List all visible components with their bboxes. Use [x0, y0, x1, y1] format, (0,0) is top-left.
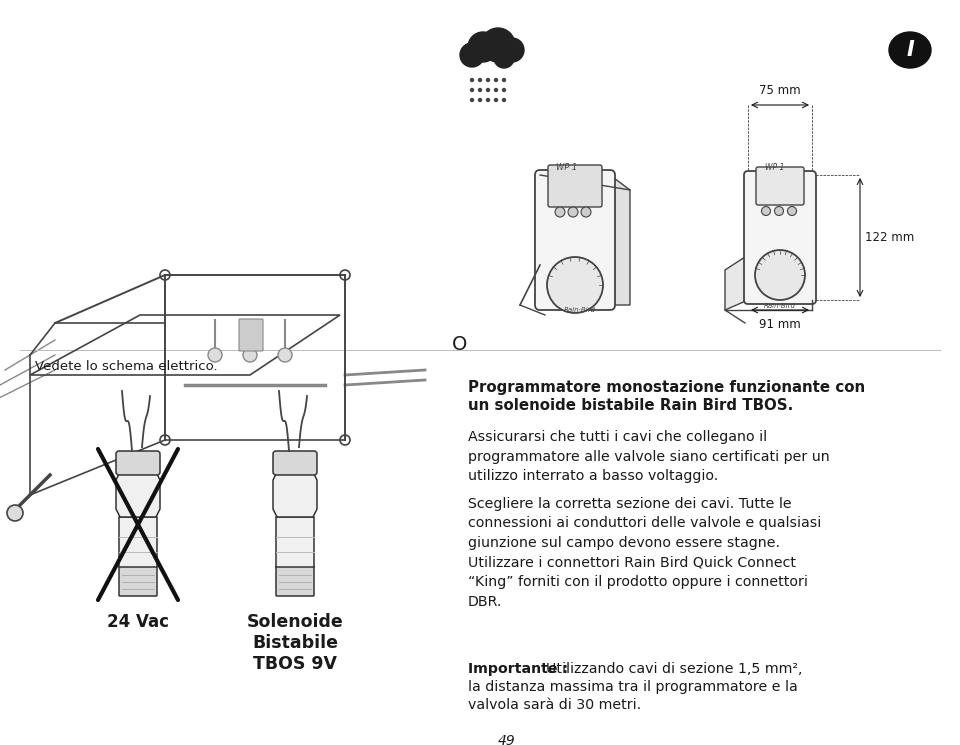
Polygon shape [610, 175, 630, 305]
Circle shape [278, 348, 292, 362]
Text: valvola sarà di 30 metri.: valvola sarà di 30 metri. [468, 698, 641, 712]
Text: O: O [452, 335, 468, 355]
Circle shape [487, 98, 490, 101]
Polygon shape [273, 472, 317, 517]
Circle shape [494, 98, 497, 101]
Circle shape [340, 435, 350, 445]
Text: 91 mm: 91 mm [759, 318, 801, 331]
Circle shape [487, 89, 490, 92]
Circle shape [470, 78, 473, 81]
Circle shape [494, 48, 514, 68]
Circle shape [555, 207, 565, 217]
Text: Importante :: Importante : [468, 662, 573, 676]
Circle shape [787, 206, 797, 215]
Bar [119, 517, 157, 567]
Circle shape [494, 78, 497, 81]
Circle shape [7, 505, 23, 521]
Text: WP 1: WP 1 [765, 163, 784, 173]
Polygon shape [725, 255, 748, 310]
FancyBboxPatch shape [744, 171, 816, 304]
Circle shape [481, 28, 515, 62]
Circle shape [470, 98, 473, 101]
Circle shape [775, 206, 783, 215]
Circle shape [468, 32, 498, 62]
Circle shape [160, 435, 170, 445]
Text: la distanza massima tra il programmatore e la: la distanza massima tra il programmatore… [468, 680, 798, 694]
Text: Solenoide
Bistabile
TBOS 9V: Solenoide Bistabile TBOS 9V [247, 613, 344, 673]
Text: un solenoide bistabile Rain Bird TBOS.: un solenoide bistabile Rain Bird TBOS. [468, 398, 793, 413]
Text: 75 mm: 75 mm [759, 84, 801, 97]
Text: 24 Vac: 24 Vac [107, 613, 169, 631]
Circle shape [340, 270, 350, 280]
Circle shape [547, 257, 603, 313]
Text: I: I [906, 40, 914, 60]
Text: 122 mm: 122 mm [865, 231, 914, 244]
Ellipse shape [889, 32, 931, 68]
FancyBboxPatch shape [756, 167, 804, 205]
Circle shape [478, 98, 482, 101]
Text: WP 1: WP 1 [557, 162, 578, 171]
Circle shape [502, 78, 506, 81]
Circle shape [243, 348, 257, 362]
Circle shape [581, 207, 591, 217]
FancyBboxPatch shape [535, 170, 615, 310]
Circle shape [208, 348, 222, 362]
Circle shape [478, 89, 482, 92]
Circle shape [487, 78, 490, 81]
Text: Vedete lo schema elettrico.: Vedete lo schema elettrico. [35, 360, 218, 373]
Text: 49: 49 [498, 734, 516, 745]
Bar [276, 517, 314, 567]
Text: Rain·Bird: Rain·Bird [564, 307, 596, 313]
Polygon shape [116, 472, 160, 517]
Circle shape [160, 270, 170, 280]
Text: Utilizzando cavi di sezione 1,5 mm²,: Utilizzando cavi di sezione 1,5 mm², [546, 662, 803, 676]
FancyBboxPatch shape [548, 165, 602, 207]
FancyBboxPatch shape [276, 566, 314, 596]
FancyBboxPatch shape [116, 451, 160, 475]
Circle shape [502, 98, 506, 101]
Circle shape [494, 89, 497, 92]
Text: Rain·Bird: Rain·Bird [764, 303, 796, 309]
FancyBboxPatch shape [119, 566, 157, 596]
Circle shape [478, 78, 482, 81]
Circle shape [761, 206, 771, 215]
Circle shape [502, 89, 506, 92]
Text: Scegliere la corretta sezione dei cavi. Tutte le
connessioni ai conduttori delle: Scegliere la corretta sezione dei cavi. … [468, 497, 821, 609]
FancyBboxPatch shape [239, 319, 263, 351]
Circle shape [470, 89, 473, 92]
Circle shape [500, 38, 524, 62]
Circle shape [755, 250, 805, 300]
Circle shape [568, 207, 578, 217]
Text: Programmatore monostazione funzionante con: Programmatore monostazione funzionante c… [468, 380, 865, 395]
FancyBboxPatch shape [273, 451, 317, 475]
Text: Assicurarsi che tutti i cavi che collegano il
programmatore alle valvole siano c: Assicurarsi che tutti i cavi che collega… [468, 430, 829, 483]
Circle shape [460, 43, 484, 67]
